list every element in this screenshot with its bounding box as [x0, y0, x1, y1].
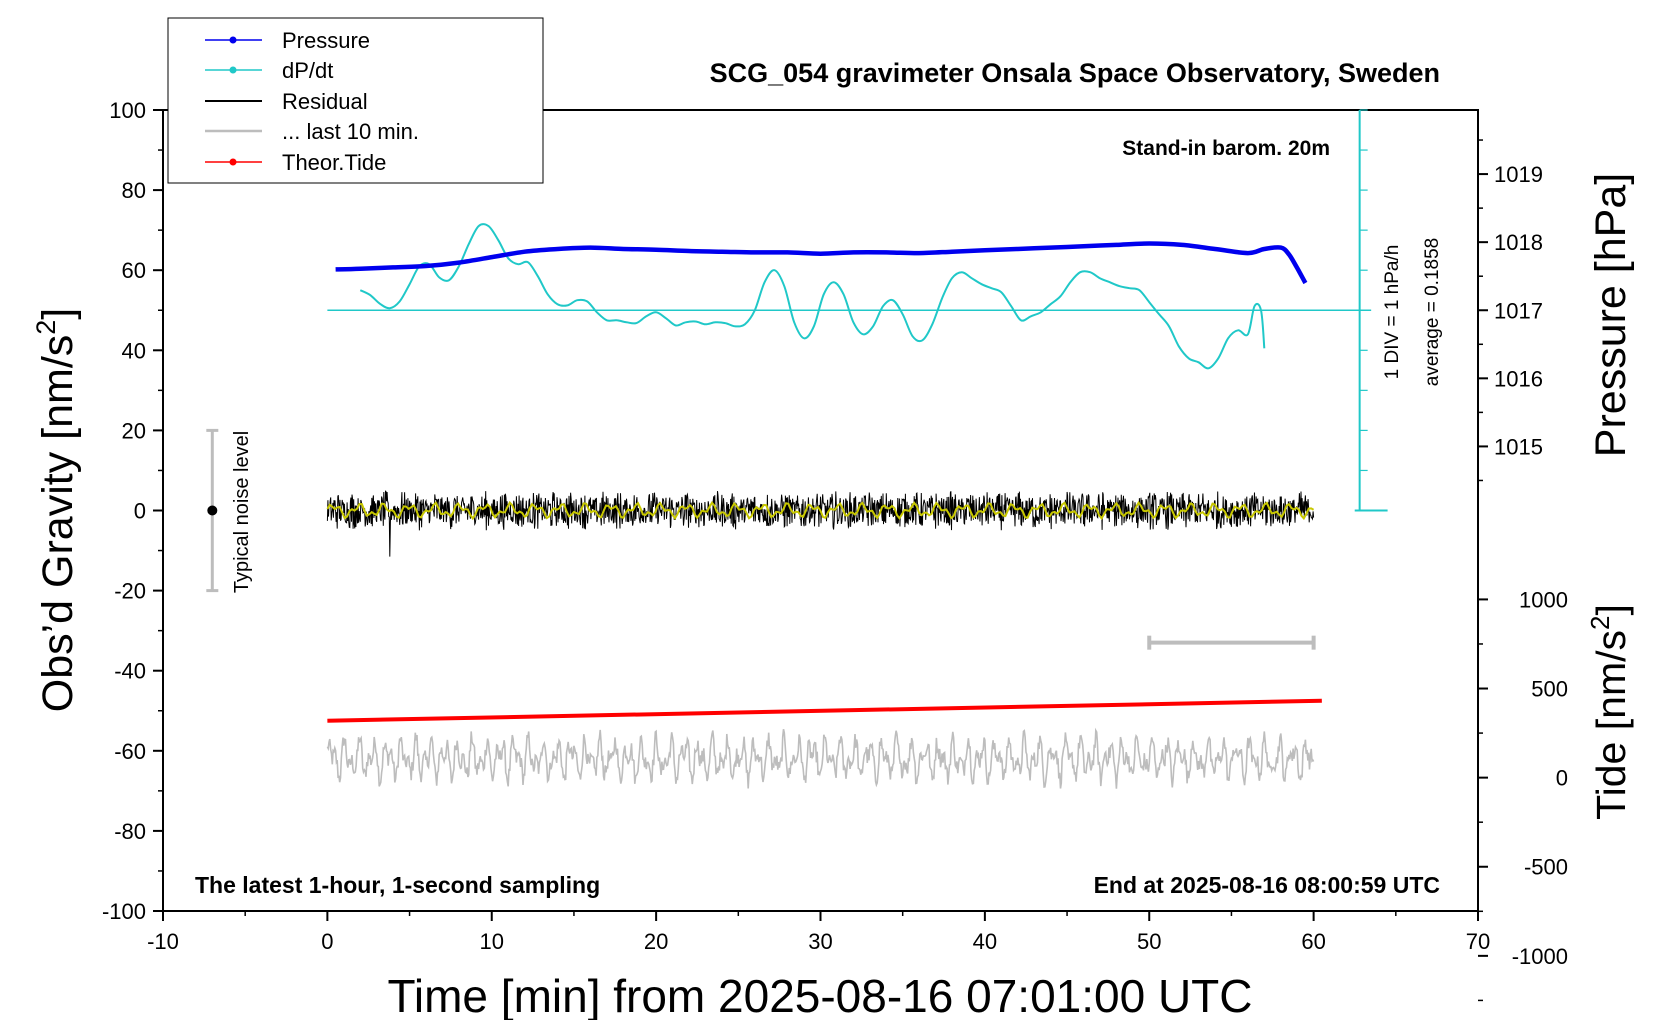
tide-tick-label: -500	[1524, 855, 1568, 880]
tide-tick-label: 0	[1556, 766, 1568, 791]
x-tick-label: 10	[480, 929, 504, 954]
legend-dot-tide	[229, 158, 237, 166]
pressure-tick-label: 1017	[1494, 298, 1543, 323]
legend-label-residual: Residual	[282, 89, 368, 114]
legend-label-pressure: Pressure	[282, 28, 370, 53]
chart-title: SCG_054 gravimeter Onsala Space Observat…	[710, 58, 1440, 88]
latest-hour-note: The latest 1-hour, 1-second sampling	[195, 872, 600, 898]
legend-label-dpdt: dP/dt	[282, 58, 333, 83]
legend-dot-pressure	[229, 36, 237, 44]
x-tick-label: 40	[973, 929, 997, 954]
pressure-tick-label: 1019	[1494, 162, 1543, 187]
barometer-note: Stand-in barom. 20m	[1122, 137, 1330, 160]
tide-tick-label: -1000	[1512, 944, 1568, 969]
x-axis-ticks: -10 0 10 20 30 40 50 60 70	[147, 911, 1490, 954]
y-axis-label-main: Obs’d Gravity [nm/s	[34, 335, 82, 713]
x-axis-label: Time [min] from 2025-08-16 07:01:00 UTC	[388, 970, 1253, 1020]
y-axis-label: Obs’d Gravity [nm/s2]	[31, 308, 82, 713]
y-axis-ticks: -100 -80 -60 -40 -20 0 20 40 60 80 100	[102, 98, 163, 924]
y-tick-label: -100	[102, 899, 146, 924]
y-axis-label-sup: 2	[31, 320, 61, 335]
y-axis-label-end: ]	[34, 308, 82, 320]
y-tick-label: 20	[122, 418, 146, 443]
y-tick-label: 40	[122, 338, 146, 363]
dpdt-average-label: average = 0.1858	[1422, 238, 1443, 386]
tide-axis-label: Tide [nm/s2]	[1585, 604, 1634, 820]
tide-tick-label: 500	[1531, 677, 1568, 702]
tide-tick-label: 1000	[1519, 587, 1568, 612]
y-tick-label: 60	[122, 258, 146, 283]
series-layer	[206, 223, 1372, 789]
x-tick-label: -10	[147, 929, 179, 954]
pressure-tick-label: 1015	[1494, 434, 1543, 459]
tide-axis-label-end: ]	[1588, 604, 1634, 615]
y-tick-label: -80	[114, 819, 146, 844]
y-tick-label: 100	[109, 98, 146, 123]
end-time-note: End at 2025-08-16 08:00:59 UTC	[1094, 872, 1440, 898]
x-tick-label: 60	[1301, 929, 1325, 954]
pressure-axis-label: Pressure [hPa]	[1587, 173, 1635, 457]
tide-axis-label-main: Tide [nm/s	[1588, 630, 1634, 820]
dpdt-trace	[359, 223, 1266, 370]
pressure-trace	[335, 241, 1308, 285]
y-tick-label: 0	[134, 499, 146, 524]
x-tick-label: 50	[1137, 929, 1161, 954]
legend-label-last10: ... last 10 min.	[282, 119, 419, 144]
x-tick-label: 30	[808, 929, 832, 954]
residual-lower-trace	[326, 727, 1315, 789]
y-tick-label: -40	[114, 659, 146, 684]
noise-level-center-dot	[207, 505, 218, 516]
dpdt-div-label: 1 DIV = 1 hPa/h	[1382, 245, 1403, 380]
pressure-tick-label: 1016	[1494, 366, 1543, 391]
x-tick-label: 20	[644, 929, 668, 954]
legend-dot-dpdt	[229, 66, 237, 74]
x-tick-label: 0	[321, 929, 333, 954]
legend-label-tide: Theor.Tide	[282, 150, 386, 175]
pressure-tick-label: 1018	[1494, 230, 1543, 255]
noise-level-label: Typical noise level	[231, 431, 253, 593]
theoretical-tide-line	[327, 698, 1322, 723]
tide-axis-label-sup: 2	[1585, 616, 1615, 630]
pressure-axis-ticks: 1015 1016 1017 1018 1019	[1478, 139, 1543, 482]
y-tick-label: -20	[114, 579, 146, 604]
y-tick-label: 80	[122, 178, 146, 203]
residual-trace	[326, 490, 1315, 557]
y-tick-label: -60	[114, 739, 146, 764]
residual-smoothed-trace	[326, 500, 1315, 521]
legend: Pressure dP/dt Residual ... last 10 min.…	[167, 17, 544, 184]
x-tick-label: 70	[1466, 929, 1490, 954]
